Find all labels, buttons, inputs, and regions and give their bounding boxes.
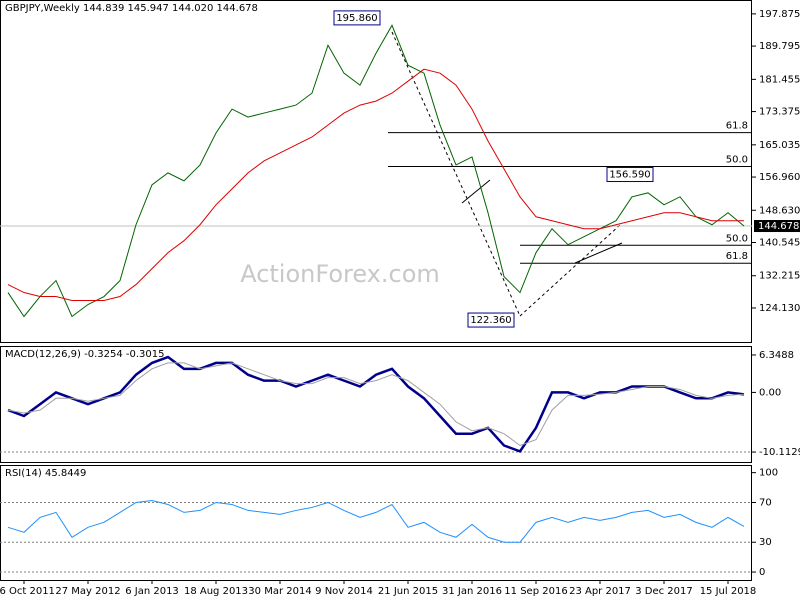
x-tick-label: 18 Aug 2013 bbox=[184, 586, 248, 597]
y-tick-label: 100 bbox=[759, 468, 778, 479]
channel-line bbox=[461, 179, 491, 204]
trend-line bbox=[391, 31, 521, 317]
series-line bbox=[7, 362, 745, 447]
y-tick-label: 124.130 bbox=[759, 303, 800, 314]
y-tick-label: 148.630 bbox=[759, 205, 800, 216]
y-tick-label: 132.215 bbox=[759, 271, 800, 282]
macd-title: MACD(12,26,9) -0.3254 -0.3015 bbox=[5, 349, 165, 360]
current-price-label: 144.678 bbox=[758, 221, 799, 232]
series-line bbox=[7, 68, 744, 302]
x-tick-label: 30 Mar 2014 bbox=[248, 586, 311, 597]
x-tick-label: 21 Jun 2015 bbox=[378, 586, 438, 597]
current-price-box bbox=[754, 220, 800, 233]
watermark: ActionForex.com bbox=[240, 260, 440, 288]
annotation-label: 122.360 bbox=[470, 315, 511, 326]
y-tick-label: 165.035 bbox=[759, 140, 800, 151]
x-tick-label: 23 Apr 2017 bbox=[569, 586, 631, 597]
y-tick-label: 189.795 bbox=[759, 41, 800, 52]
y-tick-label: 197.875 bbox=[759, 9, 800, 20]
price-panel bbox=[0, 0, 752, 343]
y-tick-label: 156.960 bbox=[759, 172, 800, 183]
x-tick-label: 27 May 2012 bbox=[55, 586, 120, 597]
fib-label: 50.0 bbox=[726, 155, 748, 166]
fib-label: 61.8 bbox=[726, 251, 748, 262]
y-tick-label: 173.375 bbox=[759, 107, 800, 118]
y-tick-label: -10.1129 bbox=[759, 447, 800, 458]
rsi-title: RSI(14) 45.8449 bbox=[5, 468, 86, 479]
y-tick-label: 30 bbox=[759, 537, 772, 548]
annotation-label: 156.590 bbox=[609, 170, 650, 181]
x-tick-label: 11 Sep 2016 bbox=[504, 586, 567, 597]
x-tick-label: 15 Jul 2018 bbox=[700, 586, 757, 597]
macd-panel bbox=[0, 346, 752, 463]
fib-label: 61.8 bbox=[726, 121, 748, 132]
y-tick-label: 0 bbox=[759, 567, 765, 578]
trend-line bbox=[519, 224, 621, 317]
annotation-label: 195.860 bbox=[336, 13, 377, 24]
annotation-box bbox=[333, 10, 381, 26]
price-title: GBPJPY,Weekly 144.839 145.947 144.020 14… bbox=[5, 3, 258, 14]
y-tick-label: 0.00 bbox=[759, 387, 781, 398]
fib-label: 50.0 bbox=[726, 233, 748, 244]
y-tick-label: 140.545 bbox=[759, 238, 800, 249]
series-line bbox=[7, 24, 745, 318]
y-tick-label: 181.455 bbox=[759, 74, 800, 85]
x-tick-label: 16 Oct 2011 bbox=[0, 586, 55, 597]
x-tick-label: 6 Jan 2013 bbox=[125, 586, 179, 597]
series-line bbox=[7, 355, 745, 453]
annotation-box bbox=[606, 167, 654, 183]
x-tick-label: 3 Dec 2017 bbox=[635, 586, 693, 597]
x-tick-label: 31 Jan 2016 bbox=[442, 586, 502, 597]
channel-line bbox=[574, 242, 623, 264]
rsi-panel bbox=[0, 465, 752, 581]
y-tick-label: 70 bbox=[759, 497, 772, 508]
series-line bbox=[7, 499, 745, 543]
annotation-box bbox=[467, 312, 515, 328]
x-tick-label: 9 Nov 2014 bbox=[315, 586, 373, 597]
y-tick-label: 6.3488 bbox=[759, 350, 794, 361]
